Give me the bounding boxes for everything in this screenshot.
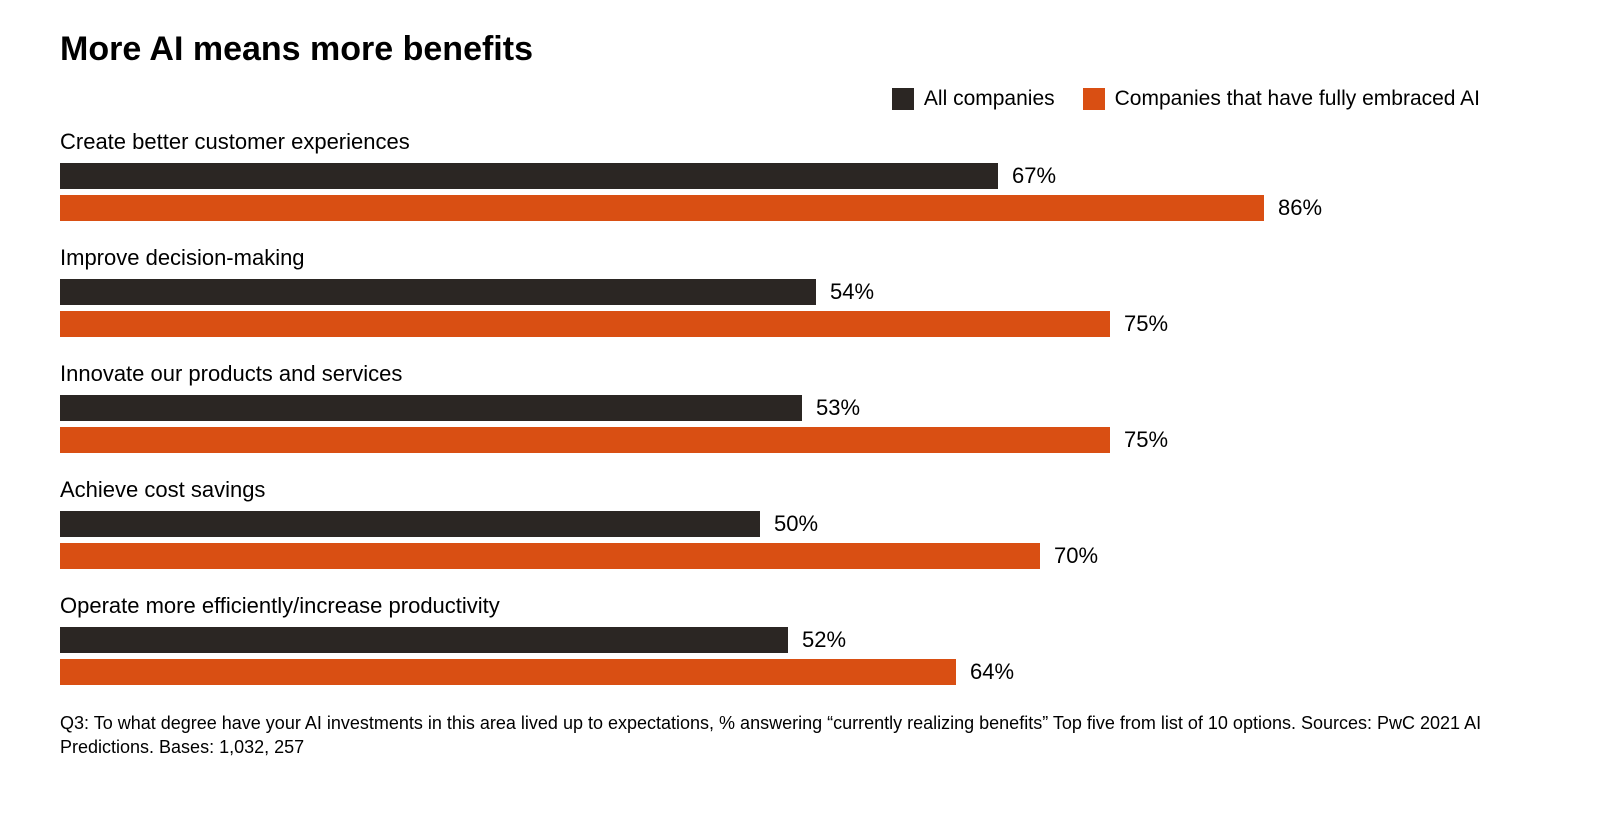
bar-row: 50%: [60, 511, 1540, 537]
bar-value-label: 50%: [774, 511, 818, 537]
bar-row: 75%: [60, 311, 1540, 337]
bar-row: 52%: [60, 627, 1540, 653]
bar: [60, 279, 816, 305]
category-label: Create better customer experiences: [60, 129, 1540, 155]
category-label: Innovate our products and services: [60, 361, 1540, 387]
bar-groups: Create better customer experiences 67% 86%…: [60, 129, 1540, 685]
bar-group: Create better customer experiences 67% 86%: [60, 129, 1540, 221]
bar-group: Improve decision-making 54% 75%: [60, 245, 1540, 337]
bar-value-label: 75%: [1124, 311, 1168, 337]
bar: [60, 395, 802, 421]
bar-group: Operate more efficiently/increase produc…: [60, 593, 1540, 685]
legend-item: Companies that have fully embraced AI: [1083, 87, 1480, 111]
bar-value-label: 67%: [1012, 163, 1056, 189]
bar-row: 86%: [60, 195, 1540, 221]
bar: [60, 511, 760, 537]
bar-row: 53%: [60, 395, 1540, 421]
bar: [60, 427, 1110, 453]
bar-group: Achieve cost savings 50% 70%: [60, 477, 1540, 569]
legend: All companies Companies that have fully e…: [60, 87, 1540, 111]
legend-swatch-icon: [1083, 88, 1105, 110]
bar-group: Innovate our products and services 53% 75%: [60, 361, 1540, 453]
bar-value-label: 64%: [970, 659, 1014, 685]
bar: [60, 543, 1040, 569]
category-label: Operate more efficiently/increase produc…: [60, 593, 1540, 619]
bar-row: 75%: [60, 427, 1540, 453]
bar-value-label: 52%: [802, 627, 846, 653]
chart-container: More AI means more benefits All companie…: [0, 0, 1600, 780]
chart-footnote: Q3: To what degree have your AI investme…: [60, 711, 1540, 760]
bar-value-label: 70%: [1054, 543, 1098, 569]
legend-swatch-icon: [892, 88, 914, 110]
bar: [60, 195, 1264, 221]
bar-row: 64%: [60, 659, 1540, 685]
bar-value-label: 53%: [816, 395, 860, 421]
bar-value-label: 54%: [830, 279, 874, 305]
legend-label: Companies that have fully embraced AI: [1115, 87, 1480, 111]
bar-value-label: 86%: [1278, 195, 1322, 221]
bar-row: 54%: [60, 279, 1540, 305]
chart-title: More AI means more benefits: [60, 30, 1540, 69]
bar: [60, 659, 956, 685]
legend-label: All companies: [924, 87, 1055, 111]
bar-row: 70%: [60, 543, 1540, 569]
bar: [60, 163, 998, 189]
bar-row: 67%: [60, 163, 1540, 189]
category-label: Achieve cost savings: [60, 477, 1540, 503]
bar: [60, 311, 1110, 337]
bar-value-label: 75%: [1124, 427, 1168, 453]
legend-item: All companies: [892, 87, 1055, 111]
category-label: Improve decision-making: [60, 245, 1540, 271]
bar: [60, 627, 788, 653]
